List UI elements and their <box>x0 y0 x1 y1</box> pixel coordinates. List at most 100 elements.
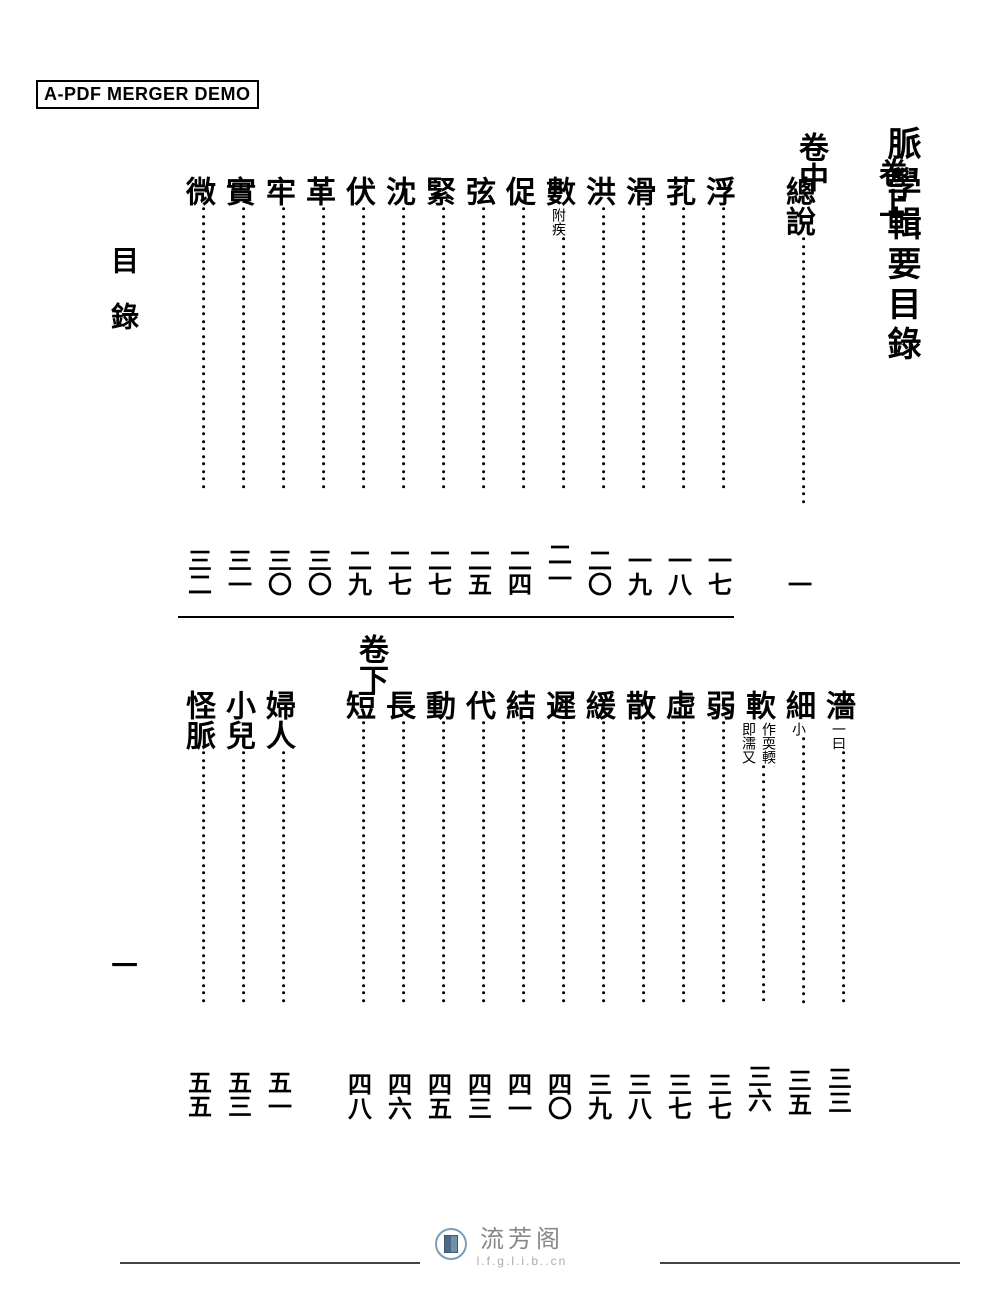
toc-entry-title: 怪脈 <box>175 690 219 750</box>
toc-entry: 革：：：：：：：：：：：：：：：：：：：三〇 <box>300 176 334 612</box>
toc-entry: 緊：：：：：：：：：：：：：：：：：：：二七 <box>420 176 454 612</box>
toc-entry: 緩：：：：：：：：：：：：：：：：：：：三九 <box>580 690 614 1136</box>
underline-right <box>178 616 734 618</box>
leader-dots: ：：：：：：：：：：：：：：：：：：： <box>425 206 449 548</box>
leader-dots: ：：：：：：：：：：：：：：：：：：： <box>505 206 529 548</box>
toc-entry: 散：：：：：：：：：：：：：：：：：：：三八 <box>620 690 654 1136</box>
toc-entry: 伏：：：：：：：：：：：：：：：：：：：二九 <box>340 176 374 612</box>
toc-entry-title: 促 <box>495 176 539 206</box>
leader-dots: ：：：：：：：：：：：：：：：：：：： <box>385 720 409 1072</box>
leader-dots: ：：：：：：：：：：：：：：：：：：： <box>225 206 249 548</box>
toc-entry-page: 一七 <box>700 548 735 596</box>
leader-dots: ：：：：：：：：：：：：：：：：：：： <box>385 206 409 548</box>
toc-entry-page: 四八 <box>340 1072 375 1120</box>
toc-entry-page: 四三 <box>460 1072 495 1120</box>
toc-entry-page: 二四 <box>500 548 535 596</box>
toc-entry: 洪：：：：：：：：：：：：：：：：：：：二〇 <box>580 176 614 612</box>
toc-entry-title: 動 <box>415 690 459 720</box>
toc-entry: 沈：：：：：：：：：：：：：：：：：：：二七 <box>380 176 414 612</box>
leader-dots: ：：：：：：：：：：：：：：：：： <box>265 750 289 1070</box>
leader-dots: ：：：：：：：：：：：：：：：：： <box>545 236 569 542</box>
leader-dots: ：：：：：：：：：：：：：：：： <box>745 764 769 1064</box>
toc-entry: 總說：：：：：：：：：：：：：：：：：：一 <box>780 176 814 612</box>
toc-entry-page: 四六 <box>380 1072 415 1120</box>
leader-dots: ：：：：：：：：：：：：：：：：：：： <box>625 720 649 1072</box>
toc-entry-title: 代 <box>455 690 499 720</box>
toc-entry: 結：：：：：：：：：：：：：：：：：：：四一 <box>500 690 534 1136</box>
toc-entry: 實：：：：：：：：：：：：：：：：：：：三一 <box>220 176 254 612</box>
leader-dots: ：：：：：：：：：：：：：：：：：：： <box>465 206 489 548</box>
toc-entry-title: 伏 <box>335 176 379 206</box>
toc-entry-title: 洪 <box>575 176 619 206</box>
toc-entry-page: 二五 <box>460 548 495 596</box>
toc-entry-title: 虛 <box>655 690 699 720</box>
leader-dots: ：：：：：：：：：：：：：：：：：：： <box>425 720 449 1072</box>
footer-logo-icon <box>435 1228 467 1260</box>
leader-dots: ：：：：：：：：：：：：：：：：：： <box>785 236 809 572</box>
toc-entry-page: 三三 <box>820 1066 855 1114</box>
toc-entry: 滑：：：：：：：：：：：：：：：：：：：一九 <box>620 176 654 612</box>
toc-entry-title: 數 <box>535 176 579 206</box>
watermark-badge: A-PDF MERGER DEMO <box>36 80 259 109</box>
toc-entry-page: 二〇 <box>580 548 615 596</box>
toc-entry: 動：：：：：：：：：：：：：：：：：：：四五 <box>420 690 454 1136</box>
toc-entry-title: 緊 <box>415 176 459 206</box>
toc-entry-title: 革 <box>295 176 339 206</box>
toc-entry-title: 遲 <box>535 690 579 720</box>
toc-entry: 數附疾：：：：：：：：：：：：：：：：：二一 <box>540 176 574 612</box>
toc-entry-page: 二九 <box>340 548 375 596</box>
toc-entry-title: 沈 <box>375 176 419 206</box>
toc-entry: 怪脈：：：：：：：：：：：：：：：：：五五 <box>180 690 214 1136</box>
leader-dots: ：：：：：：：：：：：：：：：：：：： <box>705 206 729 548</box>
footer-url: l.f.g.l.i.b..cn <box>477 1254 568 1268</box>
toc-entry: 牢：：：：：：：：：：：：：：：：：：：三〇 <box>260 176 294 612</box>
toc-entry-title: 濇 <box>815 690 859 720</box>
leader-dots: ：：：：：：：：：：：：：：：：：：： <box>545 720 569 1072</box>
leader-dots: ：：：：：：：：：：：：：：：：：：： <box>345 720 369 1072</box>
toc-entry-note: 小 <box>787 720 807 736</box>
toc-entry-page: 五五 <box>180 1070 215 1118</box>
toc-entry: 促：：：：：：：：：：：：：：：：：：：二四 <box>500 176 534 612</box>
toc-entry-title: 結 <box>495 690 539 720</box>
toc-entry-title: 短 <box>335 690 379 720</box>
toc-entry: 弱：：：：：：：：：：：：：：：：：：：三七 <box>700 690 734 1136</box>
toc-entry-note: 附疾 <box>547 206 567 236</box>
toc-entry: 細小：：：：：：：：：：：：：：：：：：三五 <box>780 690 814 1136</box>
page-number: 一 <box>104 952 141 978</box>
toc-entry-title: 芤 <box>655 176 699 206</box>
toc-entry: 婦人：：：：：：：：：：：：：：：：：五一 <box>260 690 294 1136</box>
toc-entry: 代：：：：：：：：：：：：：：：：：：：四三 <box>460 690 494 1136</box>
toc-entry-title: 弱 <box>695 690 739 720</box>
footer-cn: 流芳阁 <box>480 1219 564 1254</box>
toc-entry-title: 小兒 <box>215 690 259 750</box>
leader-dots: ：：：：：：：：：：：：：：：：：：： <box>345 206 369 548</box>
toc-entry-page: 五一 <box>260 1070 295 1118</box>
leader-dots: ：：：：：：：：：：：：：：：：：：： <box>185 206 209 548</box>
toc-entry: 短：：：：：：：：：：：：：：：：：：：四八 <box>340 690 374 1136</box>
toc-entry: 浮：：：：：：：：：：：：：：：：：：：一七 <box>700 176 734 612</box>
footer: 流芳阁 l.f.g.l.i.b..cn <box>0 1219 1002 1268</box>
leader-dots: ：：：：：：：：：：：：：：：：：：： <box>665 720 689 1072</box>
leader-dots: ：：：：：：：：：：：：：：：：：：： <box>625 206 649 548</box>
toc-entry: 小兒：：：：：：：：：：：：：：：：：五三 <box>220 690 254 1136</box>
toc-entry-page: 三一 <box>220 548 255 596</box>
leader-dots: ：：：：：：：：：：：：：：：：： <box>225 750 249 1070</box>
toc-entry-page: 四〇 <box>540 1072 575 1120</box>
toc-entry-page: 一 <box>780 572 815 596</box>
toc-entry-page: 三〇 <box>300 548 335 596</box>
toc-entry-page: 三七 <box>700 1072 735 1120</box>
toc-entry-page: 二七 <box>420 548 455 596</box>
toc-entry-title: 散 <box>615 690 659 720</box>
footer-text: 流芳阁 l.f.g.l.i.b..cn <box>477 1219 568 1268</box>
leader-dots: ：：：：：：：：：：：：：：：：：：： <box>465 720 489 1072</box>
toc-entry: 弦：：：：：：：：：：：：：：：：：：：二五 <box>460 176 494 612</box>
toc-entry-title: 長 <box>375 690 419 720</box>
toc-entry-title: 牢 <box>255 176 299 206</box>
toc-entry: 微：：：：：：：：：：：：：：：：：：：三二 <box>180 176 214 612</box>
toc-entry-title: 弦 <box>455 176 499 206</box>
toc-entry-page: 二七 <box>380 548 415 596</box>
toc-entry: 遲：：：：：：：：：：：：：：：：：：：四〇 <box>540 690 574 1136</box>
toc-entry-page: 四一 <box>500 1072 535 1120</box>
leader-dots: ：：：：：：：：：：：：：：：：：：： <box>585 206 609 548</box>
leader-dots: ：：：：：：：：：：：：：：：：：：： <box>265 206 289 548</box>
